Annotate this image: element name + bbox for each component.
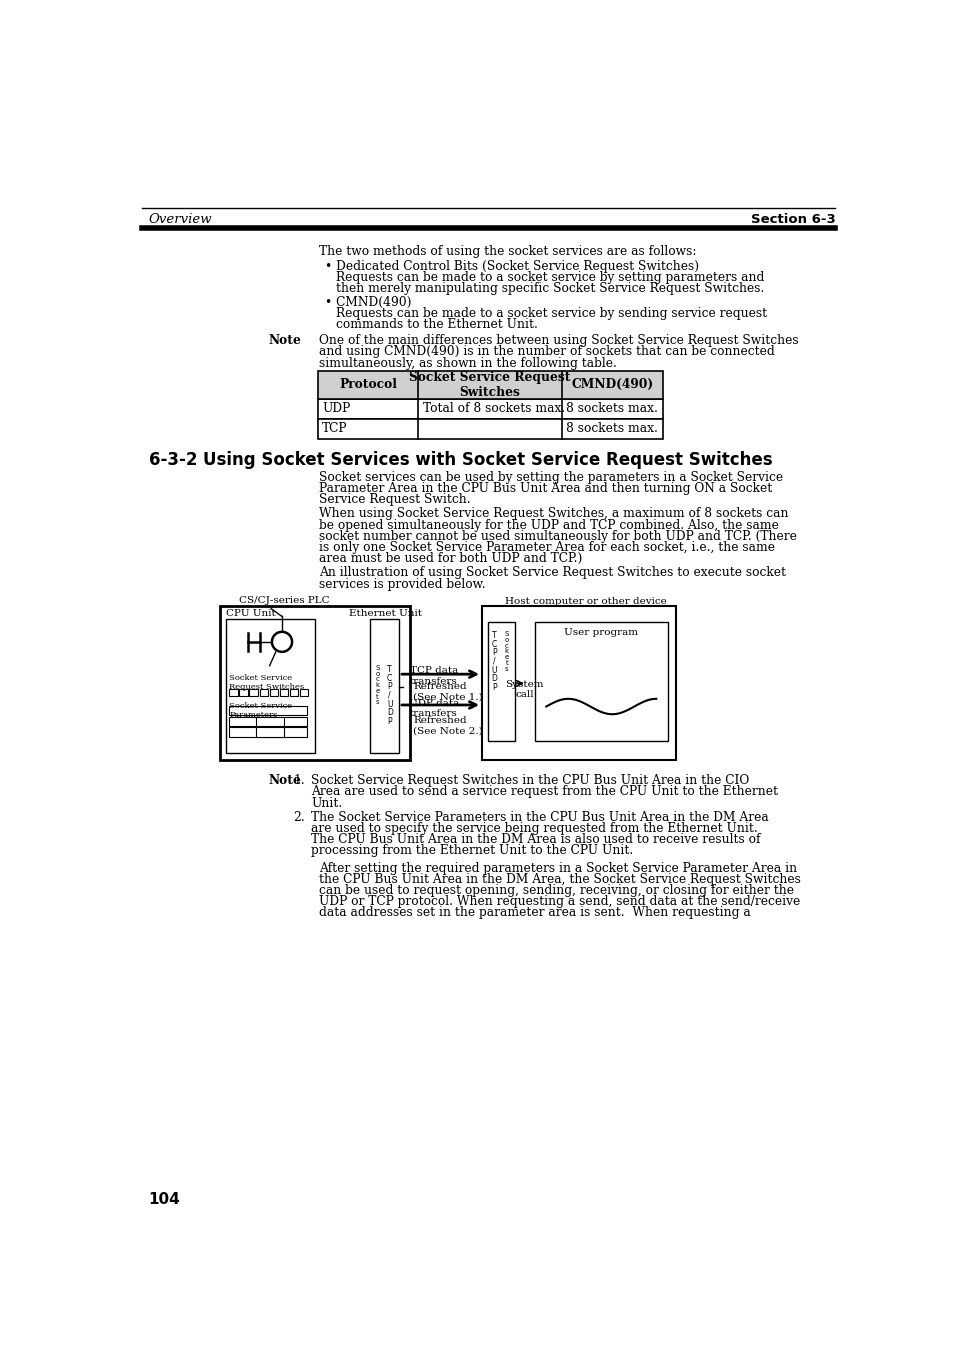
- Text: TCP: TCP: [322, 422, 348, 435]
- Text: UDP data
transfers: UDP data transfers: [408, 698, 458, 719]
- Text: Requests can be made to a socket service by sending service request: Requests can be made to a socket service…: [335, 307, 766, 320]
- Text: The CPU Bus Unit Area in the DM Area is also used to receive results of: The CPU Bus Unit Area in the DM Area is …: [311, 834, 760, 846]
- Text: Socket Service Request Switches in the CPU Bus Unit Area in the CIO: Socket Service Request Switches in the C…: [311, 774, 749, 788]
- Text: Refreshed: Refreshed: [413, 716, 466, 724]
- Text: 8 sockets max.: 8 sockets max.: [566, 422, 658, 435]
- Bar: [317, 399, 661, 419]
- Bar: [229, 705, 307, 715]
- Bar: [220, 607, 410, 761]
- Text: area must be used for both UDP and TCP.): area must be used for both UDP and TCP.): [319, 553, 582, 565]
- Text: CS/CJ-series PLC: CS/CJ-series PLC: [239, 596, 330, 605]
- Text: is only one Socket Service Parameter Area for each socket, i.e., the same: is only one Socket Service Parameter Are…: [319, 540, 775, 554]
- Text: User program: User program: [564, 628, 638, 636]
- Text: the CPU Bus Unit Area in the DM Area, the Socket Service Request Switches: the CPU Bus Unit Area in the DM Area, th…: [319, 873, 801, 886]
- Text: 1.: 1.: [294, 774, 305, 788]
- Bar: [270, 689, 278, 696]
- Text: be opened simultaneously for the UDP and TCP combined. Also, the same: be opened simultaneously for the UDP and…: [319, 519, 779, 532]
- Text: The two methods of using the socket services are as follows:: The two methods of using the socket serv…: [319, 246, 696, 258]
- Text: • CMND(490): • CMND(490): [325, 296, 412, 309]
- Bar: [229, 727, 307, 736]
- Text: Unit.: Unit.: [311, 797, 342, 809]
- Text: can be used to request opening, sending, receiving, or closing for either the: can be used to request opening, sending,…: [319, 884, 793, 897]
- Bar: [369, 619, 398, 754]
- Text: When using Socket Service Request Switches, a maximum of 8 sockets can: When using Socket Service Request Switch…: [319, 508, 788, 520]
- Text: Using Socket Services with Socket Service Request Switches: Using Socket Services with Socket Servic…: [203, 451, 772, 469]
- Text: Section 6-3: Section 6-3: [750, 212, 835, 226]
- Bar: [299, 689, 308, 696]
- Text: System
call: System call: [505, 680, 543, 698]
- Bar: [534, 621, 667, 742]
- Text: CMND(490): CMND(490): [571, 378, 653, 392]
- Bar: [239, 689, 248, 696]
- Circle shape: [272, 632, 292, 651]
- Bar: [279, 689, 288, 696]
- Text: After setting the required parameters in a Socket Service Parameter Area in: After setting the required parameters in…: [319, 862, 797, 874]
- Text: Area are used to send a service request from the CPU Unit to the Ethernet: Area are used to send a service request …: [311, 785, 778, 798]
- Bar: [290, 689, 298, 696]
- Text: and using CMND(490) is in the number of sockets that can be connected: and using CMND(490) is in the number of …: [319, 346, 774, 358]
- Bar: [317, 419, 661, 439]
- Text: TCP data
transfers: TCP data transfers: [410, 666, 457, 686]
- Text: Service Request Switch.: Service Request Switch.: [319, 493, 471, 507]
- Text: services is provided below.: services is provided below.: [319, 577, 485, 590]
- Text: Socket services can be used by setting the parameters in a Socket Service: Socket services can be used by setting t…: [319, 471, 782, 484]
- Text: simultaneously, as shown in the following table.: simultaneously, as shown in the followin…: [319, 357, 617, 370]
- Text: UDP or TCP protocol. When requesting a send, send data at the send/receive: UDP or TCP protocol. When requesting a s…: [319, 896, 800, 908]
- Text: (See Note 1.): (See Note 1.): [413, 693, 482, 701]
- Text: • Dedicated Control Bits (Socket Service Request Switches): • Dedicated Control Bits (Socket Service…: [325, 259, 699, 273]
- Text: CPU Unit: CPU Unit: [226, 609, 275, 619]
- Bar: [249, 689, 257, 696]
- Text: 2.: 2.: [294, 811, 305, 824]
- Text: UDP: UDP: [322, 403, 350, 415]
- Text: processing from the Ethernet Unit to the CPU Unit.: processing from the Ethernet Unit to the…: [311, 844, 633, 858]
- Text: S
o
c
k
e
t
s: S o c k e t s: [504, 631, 508, 671]
- Text: Protocol: Protocol: [338, 378, 396, 392]
- Text: Total of 8 sockets max.: Total of 8 sockets max.: [422, 403, 565, 415]
- Text: Socket Service
Parameters: Socket Service Parameters: [229, 703, 293, 719]
- Text: Host computer or other device: Host computer or other device: [505, 597, 666, 607]
- Bar: [259, 689, 268, 696]
- Text: Ethernet Unit: Ethernet Unit: [349, 609, 422, 619]
- Text: socket number cannot be used simultaneously for both UDP and TCP. (There: socket number cannot be used simultaneou…: [319, 530, 797, 543]
- Text: data addresses set in the parameter area is sent.  When requesting a: data addresses set in the parameter area…: [319, 907, 750, 919]
- Bar: [256, 716, 283, 725]
- Text: An illustration of using Socket Service Request Switches to execute socket: An illustration of using Socket Service …: [319, 566, 785, 580]
- Text: 8 sockets max.: 8 sockets max.: [566, 403, 658, 415]
- Text: Overview: Overview: [149, 212, 213, 226]
- Text: S
o
c
k
e
t
s: S o c k e t s: [375, 665, 379, 705]
- Text: commands to the Ethernet Unit.: commands to the Ethernet Unit.: [335, 319, 537, 331]
- Text: are used to specify the service being requested from the Ethernet Unit.: are used to specify the service being re…: [311, 821, 758, 835]
- Bar: [229, 716, 307, 725]
- Text: The Socket Service Parameters in the CPU Bus Unit Area in the DM Area: The Socket Service Parameters in the CPU…: [311, 811, 768, 824]
- Text: Parameter Area in the CPU Bus Unit Area and then turning ON a Socket: Parameter Area in the CPU Bus Unit Area …: [319, 482, 772, 494]
- Text: Requests can be made to a socket service by setting parameters and: Requests can be made to a socket service…: [335, 270, 763, 284]
- Bar: [488, 621, 514, 742]
- Text: Refreshed: Refreshed: [413, 682, 466, 690]
- Text: (See Note 2.): (See Note 2.): [413, 727, 482, 735]
- Text: 6-3-2: 6-3-2: [149, 451, 197, 469]
- Text: One of the main differences between using Socket Service Request Switches: One of the main differences between usin…: [319, 334, 798, 347]
- Bar: [481, 607, 675, 761]
- Text: Note: Note: [269, 334, 301, 347]
- Text: T
C
P
/
U
D
P: T C P / U D P: [386, 665, 393, 725]
- Text: 104: 104: [149, 1193, 180, 1208]
- Text: Socket Service
Request Switches: Socket Service Request Switches: [229, 674, 304, 692]
- Bar: [229, 689, 237, 696]
- Text: T
C
P
/
U
D
P: T C P / U D P: [491, 631, 497, 692]
- Text: then merely manipulating specific Socket Service Request Switches.: then merely manipulating specific Socket…: [335, 282, 763, 295]
- Bar: [226, 619, 315, 754]
- Bar: [317, 370, 661, 399]
- Bar: [256, 727, 283, 736]
- Text: Note: Note: [269, 774, 301, 788]
- Text: Socket Service Request
Switches: Socket Service Request Switches: [409, 370, 570, 399]
